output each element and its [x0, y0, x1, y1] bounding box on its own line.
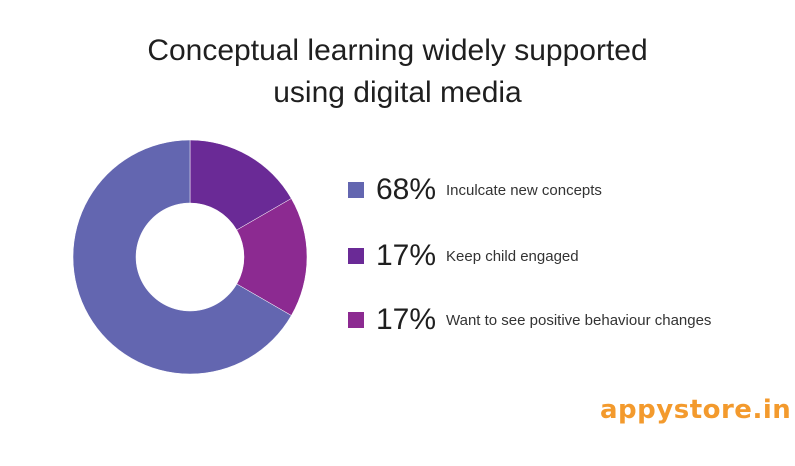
legend-swatch-inculcate	[348, 182, 364, 198]
appystore-logo[interactable]: appystore.in	[600, 395, 792, 425]
donut-slice-inculcate-new-concepts	[72, 139, 292, 375]
legend-label-inculcate: Inculcate new concepts	[446, 181, 602, 199]
chart-title-line-2: using digital media	[273, 76, 522, 109]
legend-label-engaged: Keep child engaged	[446, 247, 579, 265]
legend-swatch-behaviour	[348, 312, 364, 328]
legend-value-inculcate: 68%	[376, 173, 437, 206]
legend-item-keep-child-engaged: 17% Keep child engaged	[348, 236, 579, 276]
legend-swatch-engaged	[348, 248, 364, 264]
legend-label-behaviour: Want to see positive behaviour changes	[446, 311, 712, 329]
legend-item-behaviour-changes: 17% Want to see positive behaviour chang…	[348, 300, 711, 340]
legend-value-behaviour: 17%	[376, 303, 437, 336]
chart-title: Conceptual learning widely supported usi…	[0, 30, 795, 114]
chart-title-line-1: Conceptual learning widely supported	[147, 34, 648, 67]
legend-item-inculcate-new-concepts: 68% Inculcate new concepts	[348, 170, 602, 210]
legend-value-engaged: 17%	[376, 239, 437, 272]
